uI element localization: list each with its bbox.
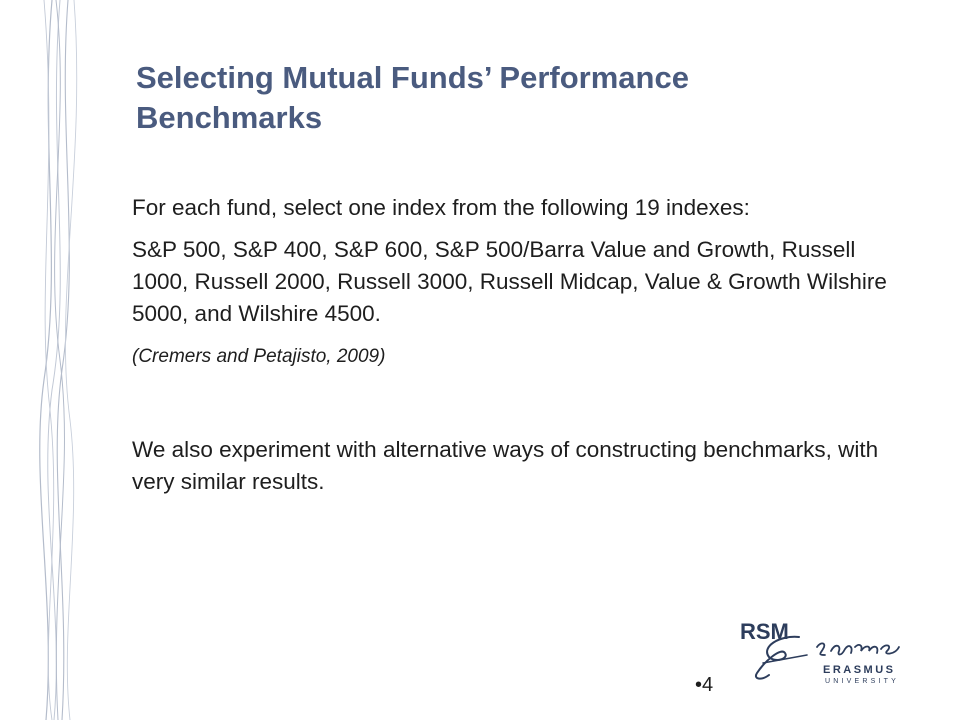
slide-title: Selecting Mutual Funds’ Performance Benc… — [136, 60, 689, 135]
slide-body: For each fund, select one index from the… — [132, 192, 912, 498]
logo-erasmus-text: ERASMUS — [823, 664, 896, 676]
alternative-benchmarks-paragraph: We also experiment with alternative ways… — [132, 437, 879, 494]
citation: (Cremers and Petajisto, 2009) — [132, 346, 386, 367]
rsm-erasmus-logo: RSM ERASMUS UNIVERSITY — [735, 617, 915, 692]
logo-university-text: UNIVERSITY — [825, 678, 900, 685]
decorative-wave-lines — [39, 0, 78, 720]
page-number: •4 — [695, 674, 714, 696]
intro-paragraph: For each fund, select one index from the… — [132, 195, 750, 220]
erasmus-signature-icon — [755, 635, 900, 680]
index-list-paragraph: S&P 500, S&P 400, S&P 600, S&P 500/Barra… — [132, 237, 887, 326]
